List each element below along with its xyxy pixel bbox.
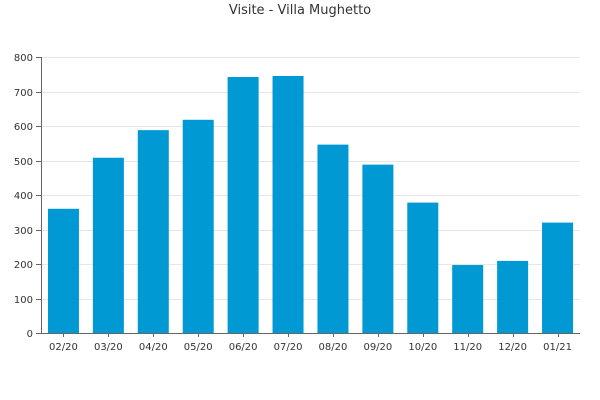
x-tick-label: 06/20 bbox=[229, 342, 258, 353]
y-tick-label: 0 bbox=[27, 329, 33, 340]
bar-05-20 bbox=[182, 119, 214, 333]
y-tick-label: 800 bbox=[14, 53, 33, 64]
x-tick-label: 04/20 bbox=[139, 342, 168, 353]
y-tick-label: 700 bbox=[14, 88, 33, 99]
tick-labels: 0 100 200 300 400 500 600 700 800 02/20 03/20 04/20… bbox=[14, 53, 572, 353]
y-tick-label: 300 bbox=[14, 226, 33, 237]
bar-02-20 bbox=[47, 208, 79, 333]
y-tick-label: 600 bbox=[14, 122, 33, 133]
bar-01-21 bbox=[542, 222, 574, 333]
x-tick-label: 11/20 bbox=[453, 342, 482, 353]
x-tick-label: 05/20 bbox=[184, 342, 213, 353]
x-tick-label: 09/20 bbox=[363, 342, 392, 353]
x-tick-label: 12/20 bbox=[498, 342, 527, 353]
bars bbox=[47, 75, 574, 333]
y-tick-label: 500 bbox=[14, 157, 33, 168]
y-tick-label: 400 bbox=[14, 191, 33, 202]
x-tick-label: 07/20 bbox=[274, 342, 303, 353]
x-tick-label: 02/20 bbox=[49, 342, 78, 353]
axes bbox=[36, 57, 580, 337]
bar-04-20 bbox=[137, 130, 169, 333]
y-tick-label: 200 bbox=[14, 260, 33, 271]
x-tick-label: 10/20 bbox=[408, 342, 437, 353]
bar-07-20 bbox=[272, 75, 304, 333]
bar-09-20 bbox=[362, 164, 394, 333]
x-tick-label: 01/21 bbox=[543, 342, 572, 353]
gridlines bbox=[41, 57, 580, 300]
x-tick-label: 08/20 bbox=[319, 342, 348, 353]
bar-06-20 bbox=[227, 77, 259, 333]
y-tick-label: 100 bbox=[14, 295, 33, 306]
x-tick-label: 03/20 bbox=[94, 342, 123, 353]
bar-08-20 bbox=[317, 144, 349, 333]
bar-11-20 bbox=[452, 265, 484, 333]
bar-12-20 bbox=[497, 260, 529, 333]
bar-03-20 bbox=[92, 157, 124, 333]
bar-10-20 bbox=[407, 202, 439, 333]
chart-title: Visite - Villa Mughetto bbox=[228, 3, 372, 18]
